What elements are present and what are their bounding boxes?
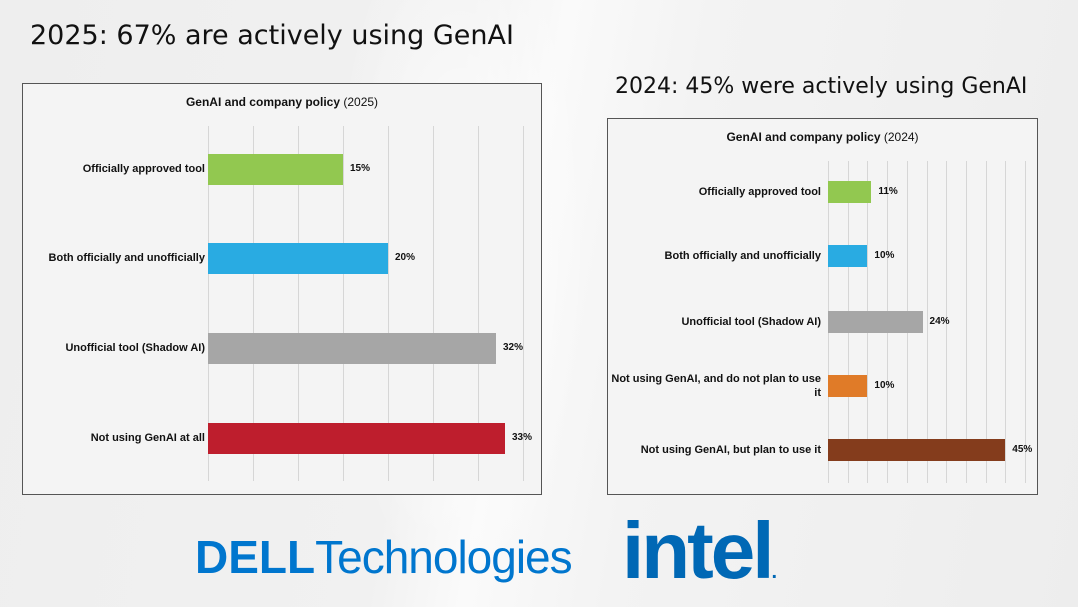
- data-label: 15%: [350, 163, 371, 174]
- heading-2025: 2025: 67% are actively using GenAI: [30, 20, 514, 51]
- gridline: [388, 126, 389, 481]
- data-label: 45%: [1012, 444, 1033, 455]
- bar: [828, 311, 923, 333]
- bar: [828, 439, 1006, 461]
- category-label: Both officially and unofficially: [48, 252, 205, 264]
- gridline: [1025, 161, 1026, 483]
- chart-title: GenAI and company policy (2024): [608, 130, 1037, 144]
- gridline: [985, 161, 987, 483]
- data-label: 32%: [503, 342, 524, 353]
- category-label: Not using GenAI, and do not plan to use …: [611, 373, 821, 399]
- category-label: Not using GenAI at all: [90, 432, 205, 444]
- gridline: [1005, 161, 1007, 483]
- chart-2024: GenAI and company policy (2024) Official…: [607, 118, 1038, 495]
- gridline: [478, 126, 479, 481]
- data-label: 11%: [878, 186, 898, 197]
- gridline: [253, 126, 254, 481]
- data-label: 20%: [395, 252, 416, 263]
- chart-title-text: GenAI and company policy: [185, 95, 340, 109]
- gridline: [343, 126, 344, 481]
- bar: [208, 242, 388, 274]
- gridline: [523, 126, 524, 481]
- chart-2025: GenAI and company policy (2025) Official…: [22, 83, 542, 495]
- heading-2024: 2024: 45% were actively using GenAI: [615, 74, 1028, 99]
- category-label: Unofficial tool (Shadow AI): [65, 342, 205, 354]
- intel-logo: intel.: [622, 506, 777, 595]
- data-label: 10%: [874, 250, 895, 261]
- bar: [828, 245, 868, 267]
- category-label: Officially approved tool: [698, 186, 821, 198]
- bar: [208, 422, 505, 454]
- gridline: [965, 161, 967, 483]
- data-label: 24%: [929, 316, 950, 327]
- chart-title-year: (2024): [883, 130, 919, 144]
- bar: [208, 153, 343, 185]
- chart-title-text: GenAI and company policy: [726, 130, 881, 144]
- data-label: 10%: [874, 380, 895, 391]
- gridline: [298, 126, 299, 481]
- chart-title-year: (2025): [343, 95, 379, 109]
- category-label: Not using GenAI, but plan to use it: [640, 444, 821, 456]
- dell-technologies-logo: DELLTechnologies: [195, 531, 573, 583]
- bar: [828, 181, 872, 203]
- gridline: [946, 161, 948, 483]
- gridline: [433, 126, 434, 481]
- category-label: Officially approved tool: [82, 163, 205, 175]
- category-label: Unofficial tool (Shadow AI): [681, 316, 821, 328]
- gridline: [926, 161, 928, 483]
- data-label: 33%: [512, 432, 533, 443]
- gridline: [208, 126, 209, 481]
- bar: [828, 375, 868, 397]
- category-label: Both officially and unofficially: [664, 250, 821, 262]
- chart-title: GenAI and company policy (2025): [23, 95, 541, 109]
- bar: [208, 332, 496, 364]
